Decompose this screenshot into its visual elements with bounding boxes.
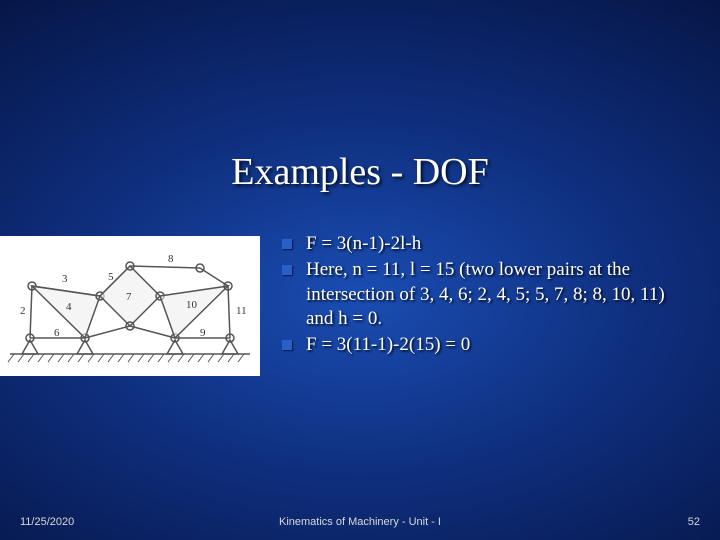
svg-text:10: 10	[186, 299, 198, 311]
content-area: 2 3 4 5 6 7 8 9 10 11 F = 3(n-1)-2l-h	[0, 232, 720, 376]
svg-text:11: 11	[236, 305, 247, 317]
footer-page-number: 52	[688, 516, 700, 528]
svg-text:8: 8	[168, 253, 174, 265]
svg-text:3: 3	[62, 273, 68, 285]
slide-title: Examples - DOF	[0, 150, 720, 194]
svg-text:2: 2	[20, 305, 26, 317]
bullet-item: F = 3(11-1)-2(15) = 0	[282, 333, 690, 357]
bullet-text: Here, n = 11, l = 15 (two lower pairs at…	[306, 258, 690, 331]
svg-text:6: 6	[54, 327, 60, 339]
svg-text:5: 5	[108, 271, 114, 283]
svg-text:4: 4	[66, 301, 72, 313]
bullet-text: F = 3(n-1)-2l-h	[306, 232, 690, 256]
bullet-marker-icon	[282, 265, 292, 275]
bullet-text: F = 3(11-1)-2(15) = 0	[306, 333, 690, 357]
bullet-item: F = 3(n-1)-2l-h	[282, 232, 690, 256]
footer-title: Kinematics of Machinery - Unit - I	[0, 516, 720, 528]
bullet-item: Here, n = 11, l = 15 (two lower pairs at…	[282, 258, 690, 331]
svg-text:7: 7	[126, 291, 132, 303]
bullet-list: F = 3(n-1)-2l-h Here, n = 11, l = 15 (tw…	[260, 232, 720, 376]
slide: Examples - DOF	[0, 0, 720, 540]
mechanism-diagram: 2 3 4 5 6 7 8 9 10 11	[0, 236, 260, 376]
bullet-marker-icon	[282, 340, 292, 350]
svg-text:9: 9	[200, 327, 206, 339]
bullet-marker-icon	[282, 239, 292, 249]
